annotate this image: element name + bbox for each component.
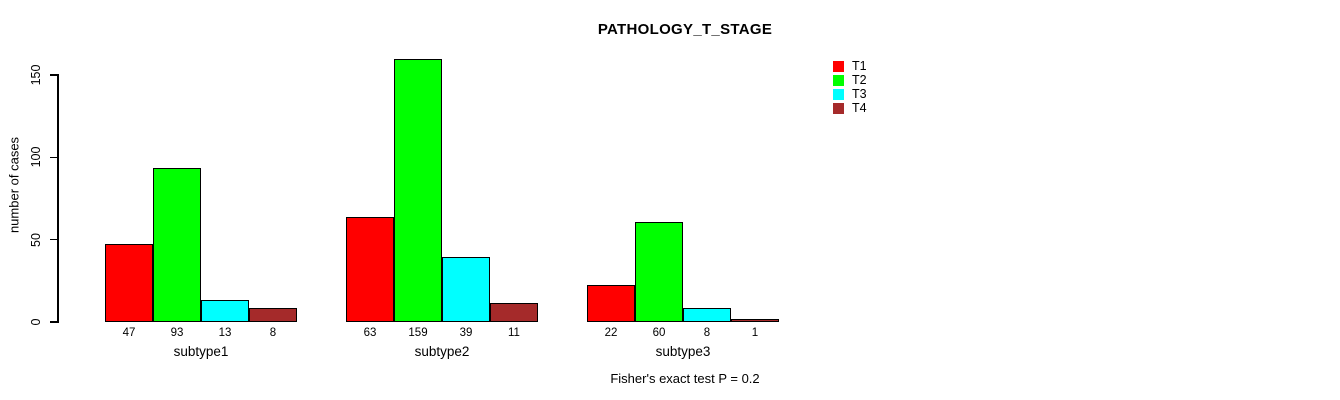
y-tick-label: 50 (29, 232, 43, 247)
bar-t2-subtype1 (153, 168, 201, 322)
bar-t3-subtype2 (442, 257, 490, 322)
bar-t4-subtype2 (490, 303, 538, 322)
chart-title: PATHOLOGY_T_STAGE (597, 21, 773, 38)
legend-item-t2: T2 (833, 73, 867, 87)
category-label-subtype1: subtype1 (173, 344, 229, 359)
y-tick-label: 0 (29, 318, 43, 326)
bar-value-label: 63 (363, 327, 377, 339)
bar-t1-subtype3 (587, 285, 635, 322)
legend-swatch-t4 (833, 102, 844, 114)
y-tick-mark (50, 156, 57, 159)
legend-item-t4: T4 (833, 101, 867, 115)
bar-t2-subtype2 (394, 59, 442, 322)
legend-swatch-t1 (833, 60, 844, 72)
bar-t4-subtype1 (249, 308, 297, 322)
legend-label: T4 (852, 101, 867, 115)
legend-item-t3: T3 (833, 87, 867, 101)
bar-value-label: 1 (751, 327, 759, 339)
y-axis-label: number of cases (6, 136, 22, 234)
category-label-subtype3: subtype3 (655, 344, 711, 359)
bar-value-label: 159 (408, 327, 428, 339)
y-tick-mark (50, 238, 57, 241)
bar-value-label: 39 (459, 327, 473, 339)
bar-value-label: 60 (652, 327, 666, 339)
legend-label: T3 (852, 87, 867, 101)
bar-t3-subtype3 (683, 308, 731, 322)
bar-value-label: 22 (604, 327, 618, 339)
bar-value-label: 47 (122, 327, 136, 339)
legend-swatch-t2 (833, 74, 844, 86)
bar-value-label: 8 (269, 327, 277, 339)
bar-t1-subtype1 (105, 244, 153, 322)
y-tick-mark (50, 321, 57, 323)
legend-label: T1 (852, 59, 867, 73)
bar-t3-subtype1 (201, 300, 249, 322)
bar-t2-subtype3 (635, 222, 683, 322)
legend-label: T2 (852, 73, 867, 87)
bar-value-label: 11 (508, 327, 520, 339)
annotation-text: Fisher's exact test P = 0.2 (610, 371, 760, 386)
y-axis-line (57, 74, 59, 323)
bar-t1-subtype2 (346, 217, 394, 322)
legend-item-t1: T1 (833, 59, 867, 73)
bar-value-label: 8 (703, 327, 711, 339)
y-tick-mark (50, 74, 57, 76)
legend-swatch-t3 (833, 88, 844, 100)
bar-value-label: 93 (170, 327, 184, 339)
y-tick-label: 150 (29, 64, 43, 86)
legend: T1 T2 T3 T4 (833, 59, 867, 115)
bar-value-label: 13 (218, 327, 232, 339)
y-tick-label: 100 (29, 146, 43, 168)
bar-t4-subtype3 (731, 319, 779, 322)
category-label-subtype2: subtype2 (414, 344, 470, 359)
